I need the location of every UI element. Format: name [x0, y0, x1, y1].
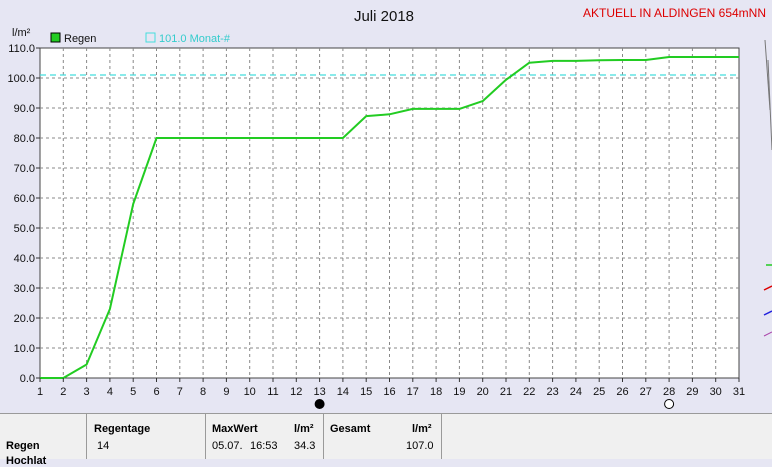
regentage-header: Regentage [94, 423, 151, 435]
legend-swatch-regen [50, 32, 61, 43]
x-tick-label: 22 [523, 386, 535, 398]
regentage-cell: Regentage 14 [87, 414, 206, 459]
gesamt-header: Gesamt [330, 423, 371, 435]
side-gauge-line-4 [763, 285, 772, 291]
y-tick-label: 90.0 [14, 103, 35, 115]
x-tick-label: 6 [153, 386, 159, 398]
maxwert-value: 34.3 [294, 440, 316, 452]
gesamt-unit: l/m² [412, 423, 432, 435]
y-tick-label: 80.0 [14, 133, 35, 145]
x-tick-label: 20 [477, 386, 489, 398]
y-tick-label: 50.0 [14, 223, 35, 235]
x-tick-label: 19 [453, 386, 465, 398]
x-tick-label: 30 [710, 386, 722, 398]
regentage-value: 14 [97, 440, 110, 452]
x-tick-label: 31 [733, 386, 745, 398]
marker-open-circle [664, 399, 675, 409]
summary-table: Regen Hochlat Regentage 14 MaxWert l/m² … [0, 413, 772, 467]
legend-label-regen: Regen [64, 33, 96, 45]
summary-label-cell: Regen Hochlat [0, 414, 87, 467]
maxwert-header: MaxWert [212, 423, 258, 435]
x-tick-label: 13 [313, 386, 325, 398]
y-tick-label: 60.0 [14, 193, 35, 205]
x-tick-label: 4 [107, 386, 113, 398]
day-markers [314, 399, 675, 409]
rain-chart: 0.0 10.0 20.0 30.0 40.0 50.0 60.0 70.0 80.0 90.0 1… [7, 6, 772, 409]
station-label: AKTUELL IN ALDINGEN 654mNN [583, 6, 766, 20]
summary-row-label: Regen [6, 440, 40, 452]
side-gauge-line-5 [763, 310, 772, 316]
y-axis-ticks: 0.0 10.0 20.0 30.0 40.0 50.0 60.0 70.0 80.0 90.0 1… [7, 43, 40, 385]
x-tick-label: 26 [616, 386, 628, 398]
series-line-regen [40, 56, 739, 379]
y-tick-label: 30.0 [14, 283, 35, 295]
x-tick-label: 8 [200, 386, 206, 398]
y-tick-label: 110.0 [8, 43, 35, 55]
x-tick-label: 23 [546, 386, 558, 398]
x-tick-label: 7 [177, 386, 183, 398]
x-tick-label: 5 [130, 386, 136, 398]
x-tick-label: 24 [570, 386, 582, 398]
x-tick-label: 27 [640, 386, 652, 398]
gesamt-cell: Gesamt l/m² 107.0 [324, 414, 442, 459]
x-tick-label: 15 [360, 386, 372, 398]
maxwert-unit: l/m² [294, 423, 314, 435]
x-tick-label: 9 [223, 386, 229, 398]
y-tick-label: 100.0 [7, 73, 35, 85]
side-gauge-line-2 [767, 59, 772, 151]
y-tick-label: 70.0 [14, 163, 35, 175]
gesamt-value: 107.0 [406, 440, 434, 452]
y-tick-label: 10.0 [14, 343, 35, 355]
legend-label-monthly-avg: 101.0 Monat-# [159, 33, 231, 45]
x-tick-label: 28 [663, 386, 675, 398]
side-gauge-fragments [763, 39, 772, 337]
y-tick-label: 20.0 [14, 313, 35, 325]
side-gauge-line-6 [763, 331, 772, 337]
x-tick-label: 11 [267, 386, 278, 398]
y-tick-label: 0.0 [20, 373, 35, 385]
y-tick-label: 40.0 [14, 253, 35, 265]
y-axis-label: l/m² [12, 27, 31, 39]
x-tick-label: 3 [84, 386, 90, 398]
x-tick-label: 17 [407, 386, 419, 398]
x-tick-label: 25 [593, 386, 605, 398]
x-tick-label: 1 [37, 386, 43, 398]
grid [40, 48, 739, 378]
chart-title: Juli 2018 [354, 8, 414, 25]
x-tick-label: 29 [686, 386, 698, 398]
x-tick-label: 14 [337, 386, 349, 398]
x-tick-label: 2 [60, 386, 66, 398]
x-tick-label: 12 [290, 386, 302, 398]
summary-row-label-2: Hochlat [6, 455, 47, 467]
legend-swatch-monthly-avg [145, 32, 156, 43]
marker-filled-circle [314, 399, 325, 409]
maxwert-time: 16:53 [250, 440, 278, 452]
x-tick-label: 16 [383, 386, 395, 398]
x-tick-label: 21 [500, 386, 512, 398]
x-axis-ticks: 1 2 3 4 5 6 7 8 9 10 11 12 13 14 15 16 17 18 19 20 21 22 23 24 2… [37, 378, 745, 398]
maxwert-date: 05.07. [212, 440, 243, 452]
series-group [40, 56, 739, 379]
x-tick-label: 10 [244, 386, 256, 398]
side-gauge-line-1 [764, 39, 771, 111]
maxwert-cell: MaxWert l/m² 05.07. 16:53 34.3 [206, 414, 324, 459]
x-tick-label: 18 [430, 386, 442, 398]
